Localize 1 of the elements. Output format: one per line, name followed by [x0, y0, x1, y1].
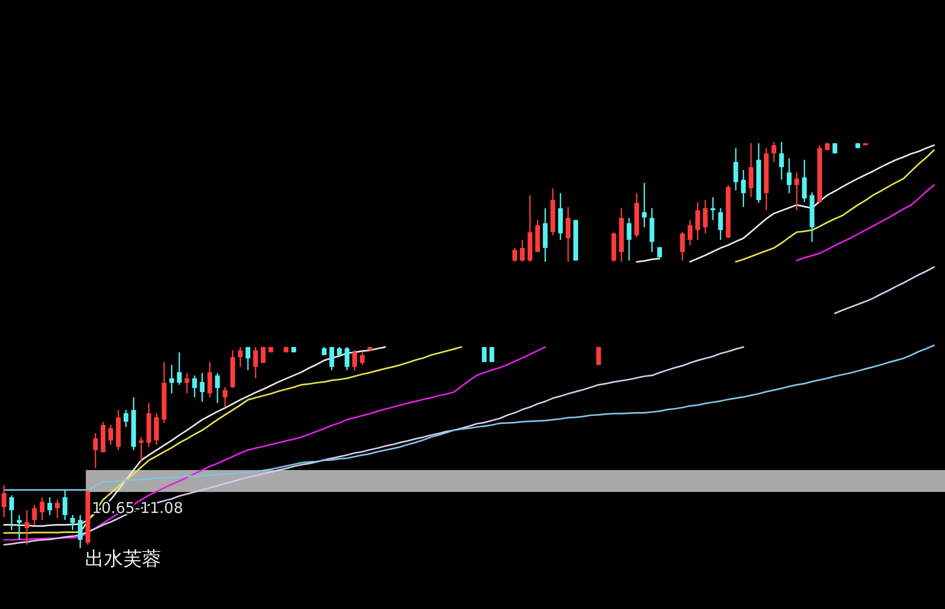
annotation: 出水芙蓉	[84, 548, 161, 570]
